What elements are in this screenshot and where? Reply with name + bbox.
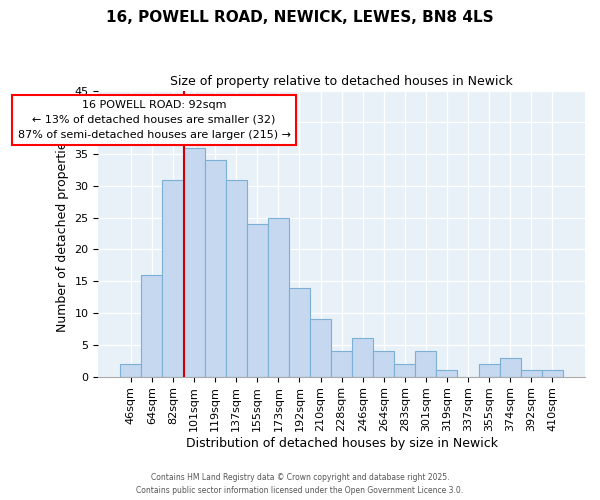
Text: Contains HM Land Registry data © Crown copyright and database right 2025.
Contai: Contains HM Land Registry data © Crown c…: [136, 474, 464, 495]
Y-axis label: Number of detached properties: Number of detached properties: [56, 135, 69, 332]
Text: 16 POWELL ROAD: 92sqm
← 13% of detached houses are smaller (32)
87% of semi-deta: 16 POWELL ROAD: 92sqm ← 13% of detached …: [17, 100, 290, 140]
Bar: [247, 224, 268, 376]
Bar: [310, 320, 331, 376]
Bar: [415, 351, 436, 376]
Bar: [521, 370, 542, 376]
Bar: [205, 160, 226, 376]
Bar: [500, 358, 521, 376]
Bar: [289, 288, 310, 376]
Title: Size of property relative to detached houses in Newick: Size of property relative to detached ho…: [170, 75, 513, 88]
Bar: [542, 370, 563, 376]
Bar: [184, 148, 205, 376]
Bar: [436, 370, 457, 376]
Bar: [352, 338, 373, 376]
X-axis label: Distribution of detached houses by size in Newick: Distribution of detached houses by size …: [185, 437, 497, 450]
Bar: [394, 364, 415, 376]
Bar: [479, 364, 500, 376]
Bar: [373, 351, 394, 376]
Bar: [120, 364, 142, 376]
Bar: [268, 218, 289, 376]
Bar: [226, 180, 247, 376]
Bar: [331, 351, 352, 376]
Text: 16, POWELL ROAD, NEWICK, LEWES, BN8 4LS: 16, POWELL ROAD, NEWICK, LEWES, BN8 4LS: [106, 10, 494, 25]
Bar: [163, 180, 184, 376]
Bar: [142, 275, 163, 376]
